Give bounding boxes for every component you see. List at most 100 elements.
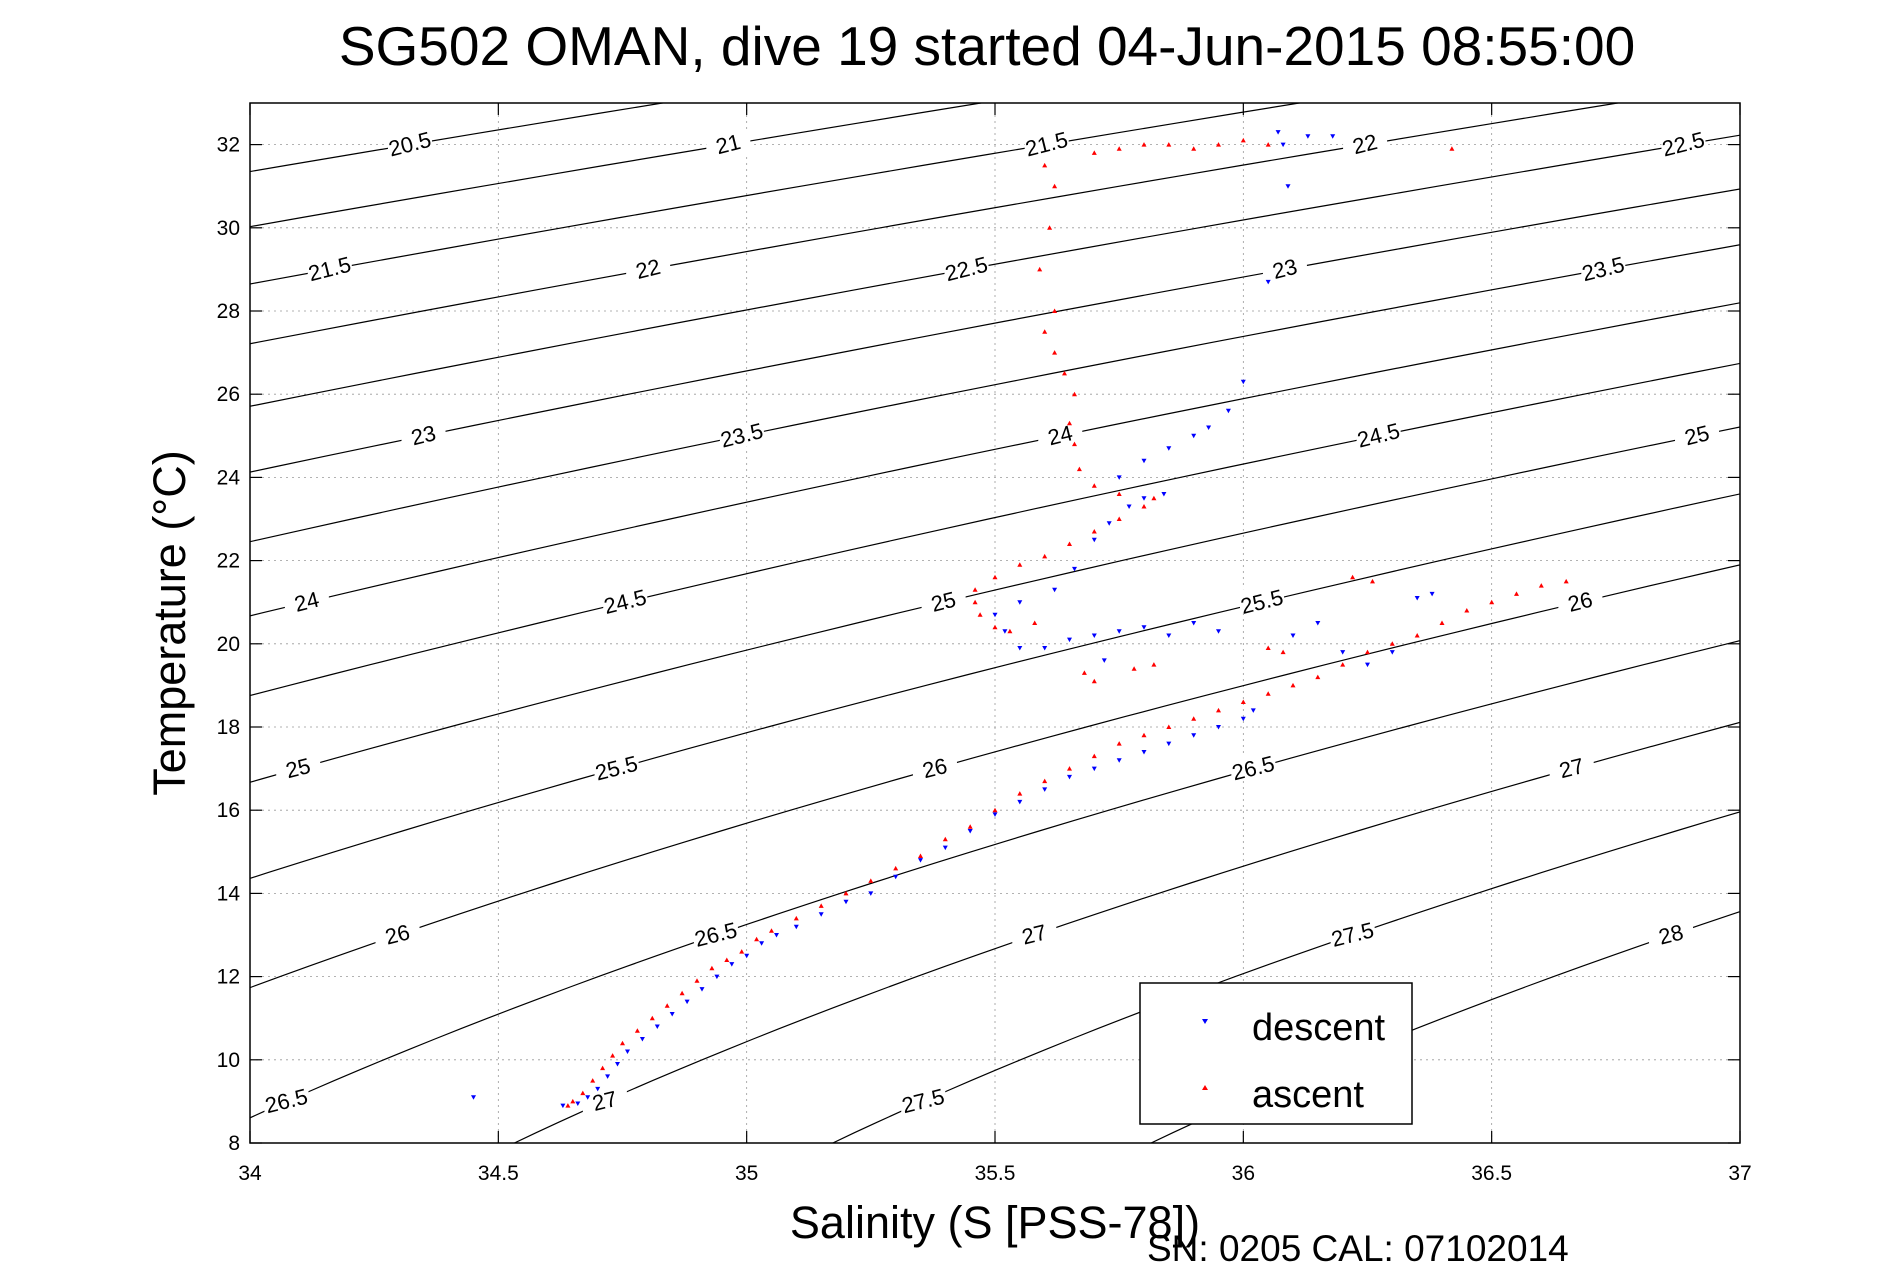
ascent-point — [1265, 691, 1271, 696]
descent-point — [1091, 537, 1097, 543]
ascent-point — [1091, 678, 1097, 684]
descent-point — [1091, 766, 1097, 772]
data-series — [471, 130, 1569, 1109]
density-contour-label: 22 — [633, 254, 663, 284]
density-contour-label-bg — [1649, 922, 1694, 946]
ascent-point — [893, 865, 899, 871]
x-tick-label: 36.5 — [1471, 1162, 1512, 1185]
descent-point — [1141, 625, 1147, 630]
descent-point — [1216, 629, 1221, 634]
descent-point — [1141, 496, 1147, 501]
density-contour-label: 26 — [1565, 587, 1595, 617]
density-contour-label: 23 — [408, 420, 438, 450]
ascent-point — [1047, 225, 1053, 230]
descent-point — [1166, 446, 1172, 451]
descent-point — [1280, 142, 1286, 148]
descent-point — [1330, 134, 1336, 139]
ascent-point — [590, 1078, 596, 1083]
footer-calibration: SN: 0205 CAL: 07102014 — [1147, 1228, 1569, 1262]
descent-point — [942, 845, 948, 851]
y-tick-label: 18 — [217, 716, 240, 739]
descent-point — [1216, 725, 1221, 730]
density-contour-label-bg — [264, 1088, 309, 1113]
descent-point — [595, 1086, 601, 1092]
x-tick-label: 34 — [238, 1162, 262, 1185]
ascent-point — [972, 599, 978, 605]
descent-point — [1166, 633, 1172, 638]
descent-point — [1067, 637, 1072, 643]
ascent-point — [1052, 183, 1058, 189]
ascent-point — [1141, 142, 1147, 147]
series-ascent — [565, 137, 1569, 1108]
density-contour-label-bg — [1558, 589, 1603, 614]
descent-point — [1191, 433, 1197, 439]
descent-point — [471, 1095, 476, 1100]
ascent-point — [1240, 137, 1246, 143]
density-contour-line — [250, 188, 1740, 473]
ascent-point — [1439, 620, 1445, 625]
ascent-point — [1032, 620, 1038, 625]
descent-point — [1365, 662, 1370, 668]
density-contour-label: 22 — [1350, 129, 1380, 159]
density-contour-label-bg — [1661, 131, 1706, 156]
descent-point — [585, 1095, 591, 1100]
density-contour-label: 25 — [283, 753, 313, 783]
ascent-point — [1052, 350, 1058, 355]
density-contour-label-bg — [401, 422, 446, 447]
x-axis-label: Salinity (S [PSS-78]) — [790, 1197, 1200, 1248]
density-contour-label-bg — [1012, 922, 1057, 946]
ascent-point — [918, 853, 923, 858]
ascent-point — [1067, 766, 1072, 771]
density-contour-label-bg — [276, 755, 321, 780]
descent-point — [1116, 475, 1122, 480]
ascent-point — [1072, 391, 1077, 397]
ascent-point — [649, 1015, 655, 1021]
ascent-point — [1042, 553, 1048, 559]
density-contour-label: 26 — [920, 753, 950, 783]
ascent-point — [1017, 791, 1023, 796]
ascent-point — [1151, 495, 1157, 501]
descent-point — [1072, 566, 1077, 572]
descent-point — [1240, 379, 1246, 385]
ascent-point — [1116, 516, 1122, 521]
descent-point — [1017, 799, 1023, 805]
descent-point — [1141, 750, 1147, 755]
ascent-point — [1365, 649, 1370, 655]
descent-point — [1101, 658, 1107, 663]
x-tick-label: 35 — [735, 1162, 758, 1185]
ascent-point — [580, 1090, 586, 1096]
density-contour-line — [513, 721, 1740, 1143]
density-contour-label-bg — [706, 131, 751, 156]
descent-point — [818, 912, 824, 917]
descent-point — [1126, 504, 1132, 509]
ascent-point — [664, 1003, 670, 1008]
descent-point — [1116, 629, 1122, 634]
descent-point — [967, 829, 973, 834]
descent-point — [1389, 650, 1395, 655]
descent-point — [639, 1037, 645, 1042]
ascent-point — [1067, 420, 1072, 426]
y-tick-label: 26 — [217, 383, 240, 406]
legend-descent-label: descent — [1252, 1007, 1386, 1049]
descent-point — [1161, 492, 1167, 497]
density-contour-label: 23 — [1270, 254, 1300, 284]
ascent-point — [1265, 645, 1271, 650]
ascent-point — [1464, 608, 1470, 613]
ascent-point — [818, 903, 824, 908]
ascent-point — [1280, 649, 1286, 655]
ascent-point — [1315, 674, 1321, 680]
descent-point — [1166, 741, 1172, 747]
density-contour-line — [250, 362, 1740, 697]
descent-point — [1002, 629, 1008, 634]
descent-point — [1305, 134, 1311, 139]
descent-point — [1067, 774, 1072, 780]
ascent-point — [1151, 662, 1157, 667]
ascent-point — [977, 612, 983, 617]
descent-point — [918, 858, 923, 863]
descent-point — [759, 941, 765, 946]
descent-point — [1091, 633, 1097, 638]
density-contour-label-bg — [375, 922, 420, 946]
density-contour-line — [1149, 911, 1740, 1143]
descent-point — [774, 933, 779, 938]
